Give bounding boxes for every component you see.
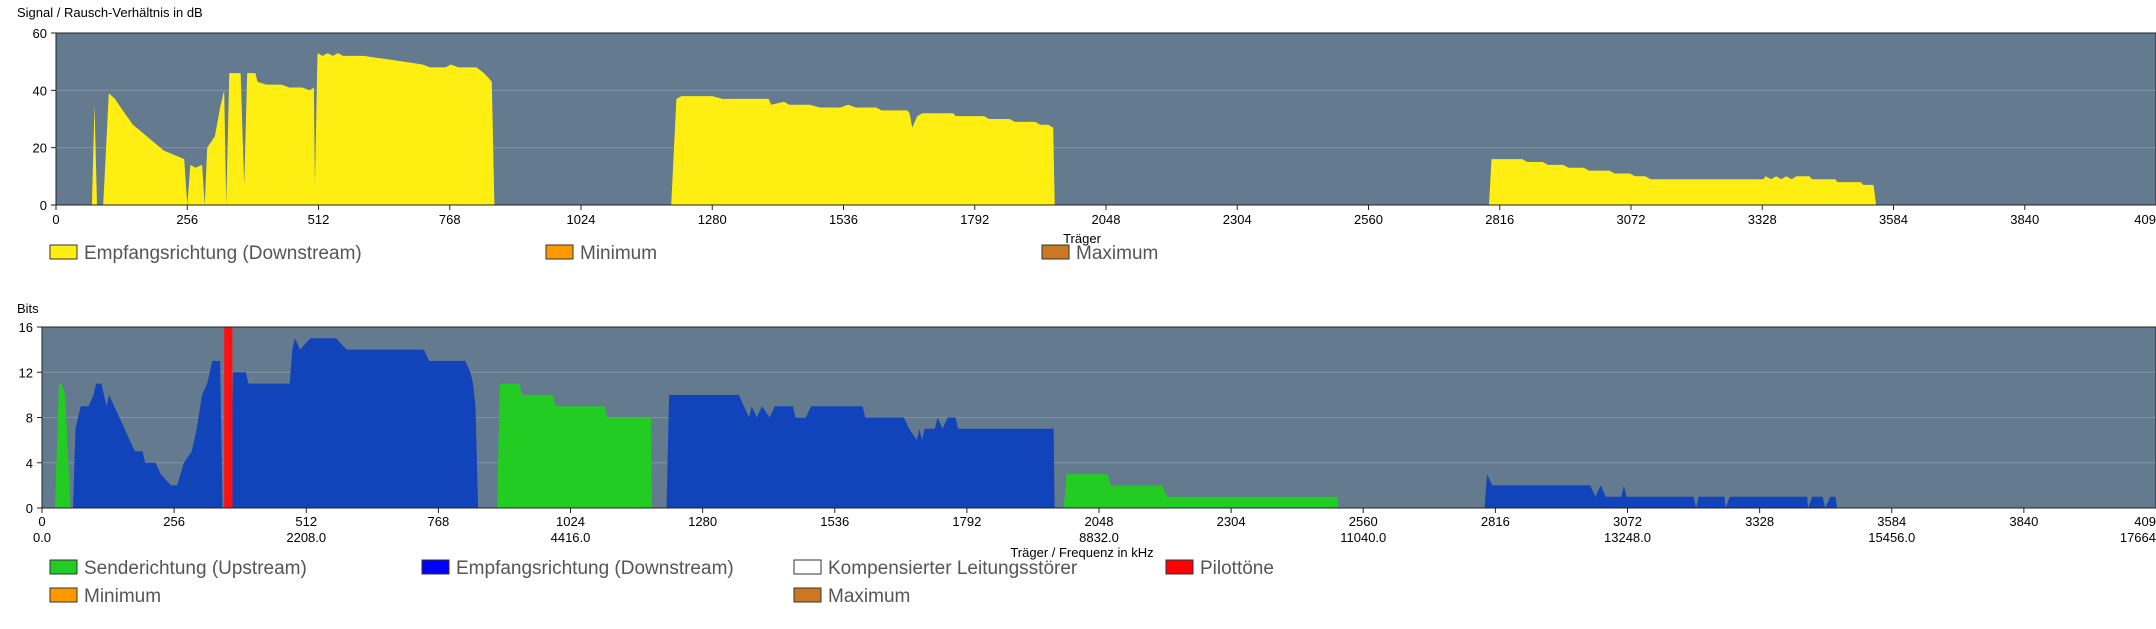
bits-x-tick-label: 3840 [2009, 514, 2038, 529]
snr-x-tick-label: 0 [52, 212, 59, 227]
bits-freq-tick-label: 17664 [2120, 530, 2156, 545]
bits-x-tick-label: 0 [38, 514, 45, 529]
bits-y-tick-label: 8 [26, 411, 33, 426]
snr-legend-swatch [1041, 244, 1070, 260]
bits-legend-swatch [793, 587, 822, 603]
snr-x-tick-label: 3328 [1748, 212, 1777, 227]
bits-legend-swatch [49, 587, 78, 603]
snr-x-tick-label: 2304 [1223, 212, 1252, 227]
bits-x-tick-label: 1536 [820, 514, 849, 529]
bits-x-tick-label: 768 [428, 514, 450, 529]
snr-legend-item: Maximum [1041, 243, 1158, 264]
bits-x-tick-label: 1792 [952, 514, 981, 529]
bits-x-tick-label: 1280 [688, 514, 717, 529]
bits-y-tick-label: 16 [19, 320, 33, 335]
bits-x-tick-label: 2816 [1481, 514, 1510, 529]
bits-x-tick-label: 3328 [1745, 514, 1774, 529]
snr-y-tick-label: 0 [40, 198, 47, 213]
bits-legend-item: Kompensierter Leitungsstörer [793, 558, 1078, 579]
bits-legend-label: Kompensierter Leitungsstörer [828, 558, 1078, 579]
bits-chart-title: Bits [17, 301, 39, 316]
bits-x-tick-label: 2304 [1217, 514, 1246, 529]
snr-legend-label: Minimum [580, 243, 657, 264]
bits-freq-tick-label: 13248.0 [1604, 530, 1651, 545]
snr-y-tick-label: 60 [33, 26, 47, 41]
snr-x-tick-label: 3584 [1879, 212, 1908, 227]
snr-axes: 0 20 40 60 0 256 512 768 1024 1280 1536 1792 2048 230… [33, 26, 2156, 227]
snr-x-tick-label: 2816 [1485, 212, 1514, 227]
bits-x-tick-label: 409 [2134, 514, 2156, 529]
bits-freq-tick-label: 4416.0 [551, 530, 591, 545]
snr-x-tick-label: 512 [308, 212, 330, 227]
bits-freq-tick-label: 11040.0 [1340, 530, 1386, 545]
bits-freq-tick-label: 8832.0 [1079, 530, 1119, 545]
snr-legend-swatch [49, 244, 78, 260]
bits-series-1 [73, 338, 1837, 508]
bits-legend-item: Minimum [49, 586, 161, 607]
snr-chart: Signal / Rausch-Verhältnis in dB 0 20 40 60… [17, 5, 2156, 264]
snr-y-tick-label: 20 [33, 141, 47, 156]
snr-x-tick-label: 768 [439, 212, 461, 227]
bits-legend-label: Minimum [84, 586, 161, 607]
bits-x-tick-label: 3584 [1877, 514, 1906, 529]
snr-x-tick-label: 3072 [1617, 212, 1646, 227]
bits-chart: Bits 0 4 8 12 16 0 256 512 768 1024 1280 1536 1792 20… [17, 301, 2156, 607]
snr-series-0 [91, 53, 1877, 205]
bits-legend-label: Senderichtung (Upstream) [84, 558, 307, 579]
snr-x-tick-label: 1280 [698, 212, 727, 227]
bits-freq-tick-label: 0.0 [33, 530, 51, 545]
snr-x-tick-label: 256 [176, 212, 198, 227]
snr-legend-label: Empfangsrichtung (Downstream) [84, 243, 362, 264]
bits-x-tick-label: 2048 [1085, 514, 1114, 529]
snr-x-tick-label: 1536 [829, 212, 858, 227]
bits-x-tick-label: 2560 [1349, 514, 1378, 529]
snr-y-tick-label: 40 [33, 83, 47, 98]
bits-axes: 0 4 8 12 16 0 256 512 768 1024 1280 1536 1792 2048 230… [19, 320, 2156, 545]
bits-legend-item: Maximum [793, 586, 910, 607]
bits-legend-swatch [1165, 559, 1194, 575]
bits-legend: Senderichtung (Upstream) Empfangsrichtung… [49, 558, 1274, 607]
snr-x-tick-label: 1792 [960, 212, 989, 227]
bits-y-tick-label: 12 [19, 365, 33, 380]
snr-legend-item: Minimum [545, 243, 657, 264]
bits-x-axis-label: Träger / Frequenz in kHz [1010, 545, 1153, 560]
bits-x-tick-label: 512 [295, 514, 317, 529]
snr-x-tick-label: 3840 [2010, 212, 2039, 227]
bits-series-2 [224, 327, 233, 508]
snr-x-tick-label: 2048 [1092, 212, 1121, 227]
bits-x-tick-label: 1024 [556, 514, 585, 529]
bits-legend-label: Empfangsrichtung (Downstream) [456, 558, 734, 579]
bits-legend-swatch [793, 559, 822, 575]
snr-x-tick-label: 2560 [1354, 212, 1383, 227]
bits-legend-label: Pilottöne [1200, 558, 1274, 579]
bits-x-tick-label: 3072 [1613, 514, 1642, 529]
bits-legend-swatch [49, 559, 78, 575]
snr-x-tick-label: 409 [2134, 212, 2156, 227]
snr-legend-swatch [545, 244, 574, 260]
snr-x-tick-label: 1024 [567, 212, 596, 227]
snr-legend-item: Empfangsrichtung (Downstream) [49, 243, 362, 264]
bits-y-tick-label: 0 [26, 501, 33, 516]
bits-legend-item: Senderichtung (Upstream) [49, 558, 307, 579]
snr-chart-title: Signal / Rausch-Verhältnis in dB [17, 5, 203, 20]
bits-freq-tick-label: 15456.0 [1868, 530, 1915, 545]
bits-y-tick-label: 4 [26, 456, 33, 471]
snr-x-axis-label: Träger [1063, 231, 1101, 246]
bits-series-group [54, 327, 1837, 508]
snr-series-group [91, 53, 1877, 205]
bits-legend-label: Maximum [828, 586, 910, 607]
snr-legend: Empfangsrichtung (Downstream) Minimum Maxi… [49, 243, 1158, 264]
bits-x-tick-label: 256 [163, 514, 185, 529]
snr-legend-label: Maximum [1076, 243, 1158, 264]
bits-legend-swatch [421, 559, 450, 575]
bits-legend-item: Empfangsrichtung (Downstream) [421, 558, 734, 579]
bits-legend-item: Pilottöne [1165, 558, 1274, 579]
bits-freq-tick-label: 2208.0 [286, 530, 326, 545]
